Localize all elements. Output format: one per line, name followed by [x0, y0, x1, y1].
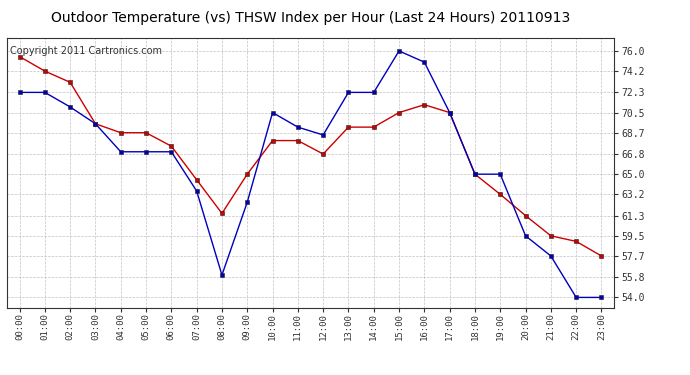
Text: Copyright 2011 Cartronics.com: Copyright 2011 Cartronics.com [10, 46, 162, 56]
Text: Outdoor Temperature (vs) THSW Index per Hour (Last 24 Hours) 20110913: Outdoor Temperature (vs) THSW Index per … [51, 11, 570, 25]
